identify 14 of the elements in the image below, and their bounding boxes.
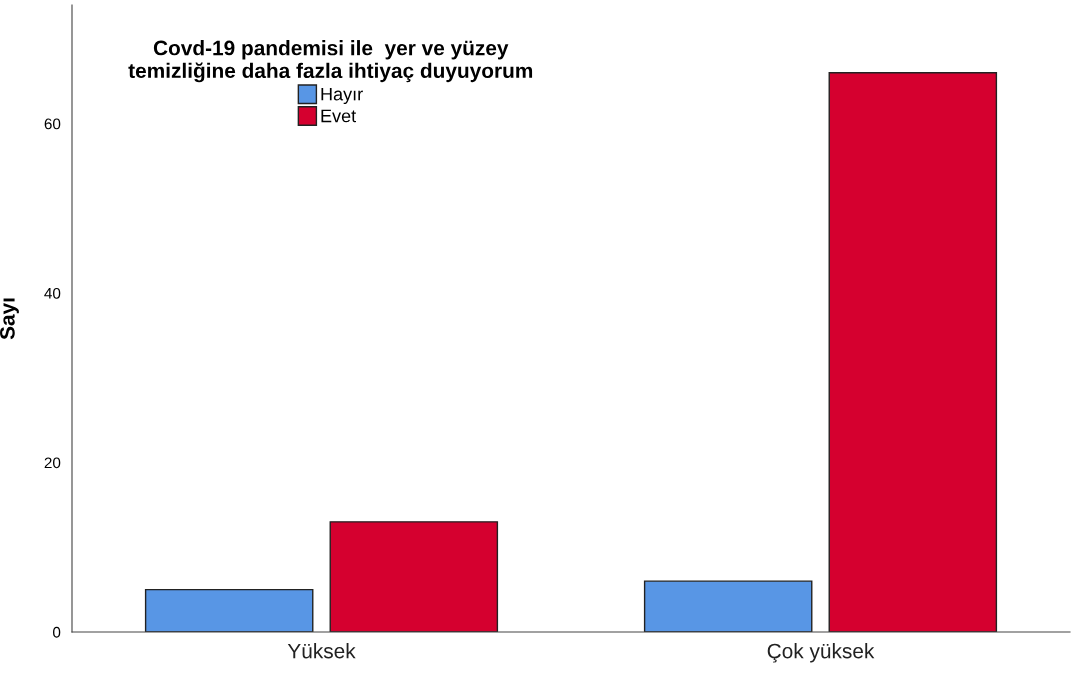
x-tick-label: Çok yüksek bbox=[767, 643, 875, 663]
bar bbox=[329, 521, 499, 632]
legend-label: Evet bbox=[321, 109, 357, 123]
bar bbox=[643, 580, 813, 632]
legend-title: Covd-19 pandemisi ile yer ve yüzey temizliğine daha fazla ihtiyaç duyuyorum bbox=[128, 40, 533, 83]
y-tick-label: 60 bbox=[44, 118, 61, 130]
bar bbox=[828, 72, 998, 632]
y-tick-label: 40 bbox=[44, 287, 61, 299]
y-tick-label: 20 bbox=[44, 457, 61, 469]
y-tick-label: 0 bbox=[52, 626, 61, 638]
legend-label: Hayır bbox=[321, 87, 363, 105]
y-axis-title: Sayı bbox=[0, 298, 19, 340]
x-tick-label: Yüksek bbox=[287, 643, 356, 659]
bar bbox=[144, 588, 314, 632]
